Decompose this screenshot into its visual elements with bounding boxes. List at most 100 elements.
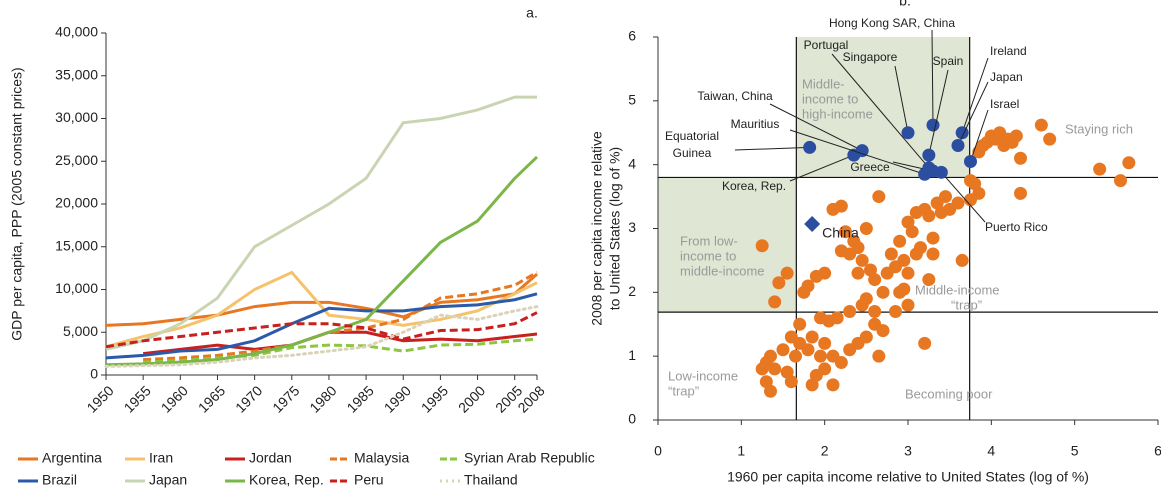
annotation: Low-income — [668, 368, 738, 383]
leader-line — [961, 57, 989, 133]
region-shade — [658, 177, 797, 313]
point-label: Hong Kong SAR, China — [829, 16, 955, 30]
y-tick-label: 25,000 — [55, 152, 98, 168]
point-label: Japan — [990, 70, 1023, 84]
point — [926, 247, 940, 261]
x-tick-label: 1970 — [232, 382, 265, 415]
line-series — [142, 330, 538, 356]
point — [1114, 174, 1127, 188]
point — [968, 177, 982, 191]
y-tick-label: 30,000 — [55, 109, 98, 125]
y-axis-label: to United States (log of %) — [607, 147, 623, 310]
point — [897, 253, 911, 267]
legend-label: Jordan — [249, 450, 292, 466]
point — [901, 126, 915, 140]
point — [818, 336, 832, 350]
point-label: Singapore — [843, 50, 898, 64]
point — [818, 266, 832, 280]
point — [951, 196, 965, 210]
point — [872, 349, 886, 363]
point — [884, 247, 898, 261]
point — [922, 148, 936, 162]
leader-line — [940, 171, 986, 223]
leader-line — [769, 103, 863, 152]
point — [801, 343, 815, 357]
point-label: Israel — [990, 97, 1019, 111]
y-tick-label: 5 — [628, 92, 636, 108]
point — [901, 298, 915, 312]
x-tick-label: 1955 — [121, 382, 154, 415]
point — [818, 362, 832, 376]
x-tick-label: 1985 — [343, 382, 376, 415]
point — [803, 140, 817, 154]
annotation: high-income — [802, 106, 873, 121]
point — [830, 311, 844, 325]
y-tick-label: 15,000 — [55, 237, 98, 253]
annotation: income to — [680, 248, 736, 263]
point — [939, 190, 952, 204]
line-series — [104, 305, 539, 368]
x-tick-label: 1995 — [418, 382, 451, 415]
point — [1014, 151, 1027, 165]
legend-label: Thailand — [464, 472, 518, 488]
line-series — [105, 311, 538, 349]
point — [859, 330, 873, 344]
legend-label: Argentina — [42, 450, 102, 466]
point — [843, 304, 857, 318]
leader-line — [894, 65, 909, 133]
y-tick-label: 2 — [628, 283, 636, 299]
point — [855, 253, 869, 267]
leader-line — [957, 81, 989, 146]
point — [768, 362, 782, 376]
line-series — [143, 271, 538, 362]
x-tick-label: 2 — [821, 443, 829, 459]
leader-line — [734, 146, 810, 151]
region-shade — [796, 37, 970, 178]
line-series — [105, 155, 539, 367]
x-tick-label: 1975 — [269, 382, 302, 415]
annotation: Middle-income — [915, 282, 1000, 297]
point — [1043, 132, 1057, 146]
annotation: “trap” — [951, 297, 982, 312]
point — [784, 330, 798, 344]
legend-label: Brazil — [42, 472, 77, 488]
line-series — [105, 95, 537, 351]
annotation: Becoming poor — [905, 386, 993, 401]
y-tick-label: 20,000 — [55, 195, 98, 211]
point — [772, 276, 786, 290]
point — [768, 295, 782, 309]
x-tick-label: 1980 — [306, 382, 339, 415]
annotation: “trap” — [668, 383, 699, 398]
point — [834, 199, 848, 213]
point — [964, 193, 977, 207]
point — [909, 247, 923, 261]
point-label: Portugal — [804, 38, 849, 52]
point — [859, 222, 873, 235]
point — [784, 375, 798, 389]
x-tick-label: 1 — [737, 443, 745, 459]
point — [951, 139, 965, 153]
chart-title: b. — [899, 0, 911, 9]
y-tick-label: 3 — [628, 219, 636, 235]
x-tick-label: 1990 — [381, 382, 414, 415]
y-tick-label: 5,000 — [63, 323, 98, 339]
legend-label: Iran — [149, 450, 173, 466]
point — [905, 225, 919, 239]
legend-label: Peru — [354, 472, 384, 488]
point — [814, 349, 827, 363]
leader-line — [789, 154, 855, 182]
point — [776, 343, 790, 357]
y-tick-label: 10,000 — [55, 280, 98, 296]
point — [755, 239, 769, 253]
point — [1034, 118, 1048, 132]
x-tick-label: 4 — [987, 443, 995, 459]
legend-label: Malaysia — [354, 450, 409, 466]
point — [826, 378, 840, 392]
x-tick-label: 1965 — [195, 382, 228, 415]
x-axis-label: 1960 per capita income relative to Unite… — [727, 469, 1089, 485]
point — [1009, 129, 1023, 143]
point-label: Guinea — [673, 146, 712, 160]
point — [764, 384, 777, 398]
point-label: Mauritius — [731, 117, 780, 131]
point — [934, 165, 948, 179]
